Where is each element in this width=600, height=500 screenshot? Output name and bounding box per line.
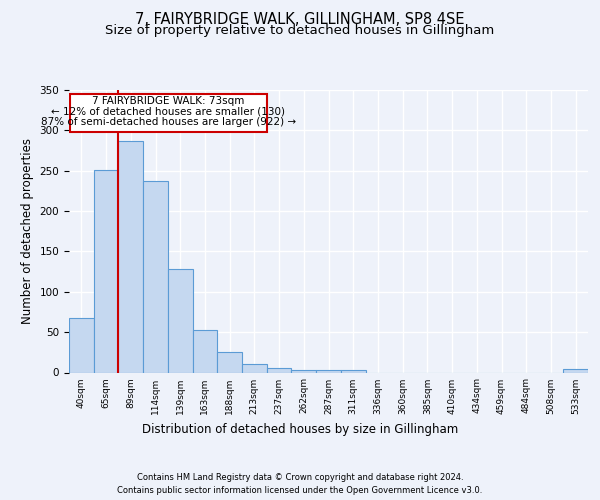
Bar xyxy=(563,370,588,372)
Bar xyxy=(242,364,267,372)
Y-axis label: Number of detached properties: Number of detached properties xyxy=(21,138,34,324)
Bar xyxy=(118,141,143,372)
Bar xyxy=(316,370,341,372)
Bar xyxy=(94,170,118,372)
Text: Distribution of detached houses by size in Gillingham: Distribution of detached houses by size … xyxy=(142,422,458,436)
Bar xyxy=(217,352,242,372)
Bar xyxy=(168,269,193,372)
Text: Contains HM Land Registry data © Crown copyright and database right 2024.: Contains HM Land Registry data © Crown c… xyxy=(137,472,463,482)
Bar xyxy=(341,370,365,372)
Bar xyxy=(69,318,94,372)
Bar xyxy=(267,368,292,372)
FancyBboxPatch shape xyxy=(70,94,267,132)
Bar xyxy=(193,330,217,372)
Bar xyxy=(292,370,316,372)
Text: 7, FAIRYBRIDGE WALK, GILLINGHAM, SP8 4SE: 7, FAIRYBRIDGE WALK, GILLINGHAM, SP8 4SE xyxy=(135,12,465,28)
Text: 87% of semi-detached houses are larger (922) →: 87% of semi-detached houses are larger (… xyxy=(41,118,296,128)
Bar xyxy=(143,181,168,372)
Text: Size of property relative to detached houses in Gillingham: Size of property relative to detached ho… xyxy=(106,24,494,37)
Text: Contains public sector information licensed under the Open Government Licence v3: Contains public sector information licen… xyxy=(118,486,482,495)
Text: 7 FAIRYBRIDGE WALK: 73sqm: 7 FAIRYBRIDGE WALK: 73sqm xyxy=(92,96,245,106)
Text: ← 12% of detached houses are smaller (130): ← 12% of detached houses are smaller (13… xyxy=(52,107,286,117)
